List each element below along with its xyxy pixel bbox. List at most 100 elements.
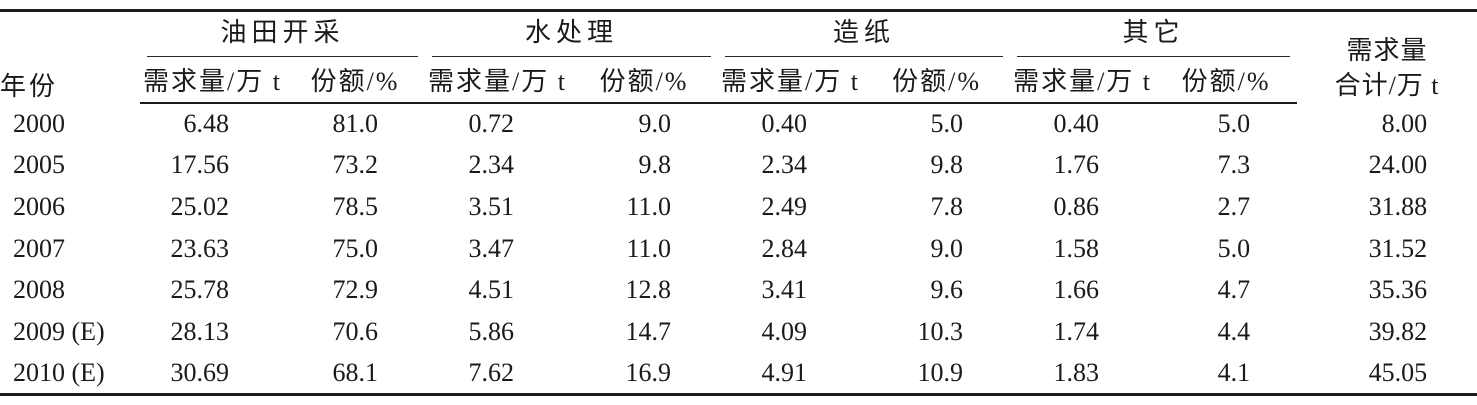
value-cell: 16.9 [625, 357, 672, 387]
subheader-oilfield-demand: 需求量/万 t [140, 57, 285, 104]
subheader-oilfield-share: 份额/% [285, 57, 426, 104]
group-label-others: 其它 [1017, 12, 1291, 57]
value-cell: 9.8 [638, 150, 672, 180]
value-cell: 10.9 [917, 357, 964, 387]
group-header-row: 年份 油田开采 水处理 造纸 其它 需求量 合计/万 t [0, 11, 1477, 101]
year-cell: 2007 [13, 233, 65, 263]
value-cell: 5.0 [930, 109, 964, 139]
total-demand-cell: 8.00 [1381, 108, 1428, 138]
value-cell: 9.0 [930, 233, 964, 263]
value-cell: 9.8 [930, 150, 964, 180]
group-header-others: 其它 [1010, 11, 1297, 57]
value-cell: 12.8 [625, 275, 672, 305]
subheader-water-demand: 需求量/万 t [425, 57, 571, 104]
value-cell: 68.1 [332, 357, 379, 387]
year-cell: 2006 [13, 191, 65, 221]
value-cell: 0.72 [468, 109, 515, 139]
table-row: 2010 (E) 30.69 68.1 7.62 16.9 4.91 10.9 1.83 4.1… [0, 353, 1477, 395]
total-demand-cell: 45.05 [1368, 357, 1428, 387]
value-cell: 4.91 [761, 357, 808, 387]
value-cell: 1.66 [1053, 275, 1100, 305]
value-cell: 4.4 [1217, 316, 1251, 346]
value-cell: 2.49 [761, 191, 808, 221]
total-demand-cell: 39.82 [1368, 316, 1428, 346]
value-cell: 14.7 [625, 316, 672, 346]
value-cell: 28.13 [170, 316, 230, 346]
value-cell: 0.40 [761, 109, 808, 139]
total-demand-column-header: 需求量 合计/万 t [1297, 11, 1477, 104]
value-cell: 4.1 [1217, 357, 1251, 387]
value-cell: 7.62 [468, 357, 515, 387]
year-cell: 2005 [13, 150, 65, 180]
table-row: 2006 25.02 78.5 3.51 11.0 2.49 7.8 0.86 2.7 31.88 [0, 186, 1477, 228]
value-cell: 7.3 [1217, 150, 1251, 180]
value-cell: 81.0 [332, 109, 379, 139]
year-cell: 2009 (E) [13, 316, 105, 346]
group-label-oilfield: 油田开采 [147, 12, 419, 57]
subheader-others-share: 份额/% [1155, 57, 1298, 104]
table-row: 2005 17.56 73.2 2.34 9.8 2.34 9.8 1.76 7.3 24.00 [0, 145, 1477, 187]
value-cell: 17.56 [170, 150, 230, 180]
value-cell: 1.74 [1053, 316, 1100, 346]
value-cell: 4.7 [1217, 275, 1251, 305]
value-cell: 4.09 [761, 316, 808, 346]
value-cell: 6.48 [183, 109, 230, 139]
value-cell: 25.02 [170, 191, 230, 221]
table-row: 2000 6.48 81.0 0.72 9.0 0.40 5.0 0.40 5.0 8.00 [0, 103, 1477, 145]
value-cell: 4.51 [468, 275, 515, 305]
group-header-water-treatment: 水处理 [425, 11, 718, 57]
total-demand-cell: 35.36 [1368, 275, 1428, 305]
year-column-header: 年份 [0, 72, 59, 101]
value-cell: 10.3 [917, 316, 964, 346]
value-cell: 11.0 [626, 233, 672, 263]
total-header-line2: 合计/万 t [1334, 70, 1440, 100]
value-cell: 30.69 [170, 357, 230, 387]
value-cell: 0.86 [1053, 191, 1100, 221]
value-cell: 5.0 [1217, 109, 1251, 139]
value-cell: 7.8 [930, 191, 964, 221]
subheader-paper-demand: 需求量/万 t [718, 57, 864, 104]
demand-table: 年份 油田开采 水处理 造纸 其它 需求量 合计/万 t [0, 9, 1477, 396]
table-row: 2009 (E) 28.13 70.6 5.86 14.7 4.09 10.3 1.74 4.4… [0, 311, 1477, 353]
value-cell: 9.0 [638, 109, 672, 139]
total-demand-cell: 24.00 [1368, 150, 1428, 180]
value-cell: 2.84 [761, 233, 808, 263]
value-cell: 2.34 [761, 150, 808, 180]
value-cell: 0.40 [1053, 109, 1100, 139]
total-demand-cell: 31.52 [1368, 233, 1428, 263]
group-label-papermaking: 造纸 [725, 12, 1004, 57]
value-cell: 2.7 [1217, 191, 1251, 221]
value-cell: 3.47 [468, 233, 515, 263]
value-cell: 5.0 [1217, 233, 1251, 263]
value-cell: 73.2 [332, 150, 379, 180]
value-cell: 72.9 [332, 275, 379, 305]
year-cell: 2000 [13, 108, 65, 138]
value-cell: 1.83 [1053, 357, 1100, 387]
value-cell: 1.76 [1053, 150, 1100, 180]
table-header: 年份 油田开采 水处理 造纸 其它 需求量 合计/万 t [0, 11, 1477, 104]
group-header-oilfield: 油田开采 [140, 11, 425, 57]
value-cell: 78.5 [332, 191, 379, 221]
value-cell: 70.6 [332, 316, 379, 346]
table-row: 2007 23.63 75.0 3.47 11.0 2.84 9.0 1.58 5.0 31.52 [0, 228, 1477, 270]
value-cell: 3.51 [468, 191, 515, 221]
year-cell: 2010 (E) [13, 357, 105, 387]
value-cell: 2.34 [468, 150, 515, 180]
subheader-paper-share: 份额/% [863, 57, 1011, 104]
table-row: 2008 25.78 72.9 4.51 12.8 3.41 9.6 1.66 4.7 35.36 [0, 269, 1477, 311]
value-cell: 25.78 [170, 275, 230, 305]
table-body: 2000 6.48 81.0 0.72 9.0 0.40 5.0 0.40 5.0 8.00 200… [0, 103, 1477, 394]
value-cell: 75.0 [332, 233, 379, 263]
value-cell: 23.63 [170, 233, 230, 263]
group-label-water-treatment: 水处理 [432, 12, 712, 57]
value-cell: 9.6 [930, 275, 964, 305]
subheader-water-share: 份额/% [570, 57, 719, 104]
value-cell: 11.0 [626, 191, 672, 221]
total-demand-cell: 31.88 [1368, 191, 1428, 221]
total-header-line1: 需求量 [1346, 35, 1428, 65]
value-cell: 3.41 [761, 275, 808, 305]
group-header-papermaking: 造纸 [718, 11, 1010, 57]
subheader-others-demand: 需求量/万 t [1010, 57, 1156, 104]
value-cell: 1.58 [1053, 233, 1100, 263]
